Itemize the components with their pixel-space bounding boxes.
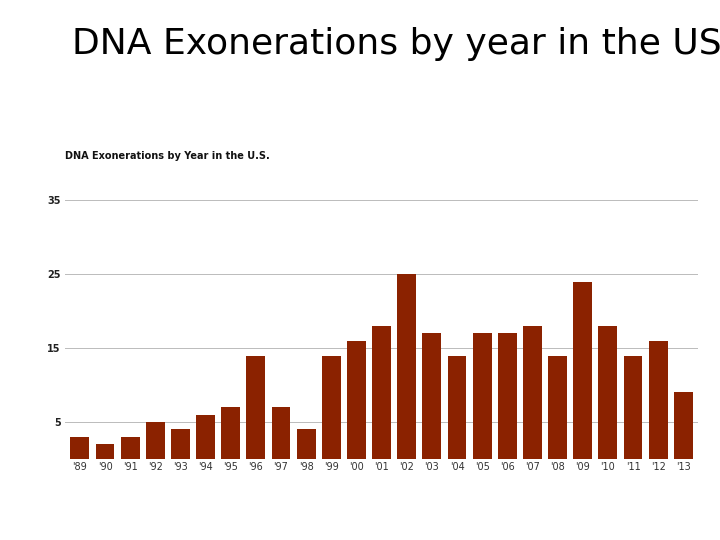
Bar xyxy=(448,355,467,459)
Bar xyxy=(498,333,517,459)
Bar xyxy=(372,326,391,459)
Bar xyxy=(674,393,693,459)
Bar xyxy=(196,415,215,459)
Text: DNA Exonerations by Year in the U.S.: DNA Exonerations by Year in the U.S. xyxy=(65,151,269,161)
Bar xyxy=(649,341,667,459)
Bar xyxy=(297,429,315,459)
Bar xyxy=(96,444,114,459)
Bar xyxy=(221,407,240,459)
Bar xyxy=(523,326,542,459)
Bar xyxy=(271,407,290,459)
Text: DNA Exonerations by year in the US: DNA Exonerations by year in the US xyxy=(72,27,720,61)
Bar xyxy=(423,333,441,459)
Bar xyxy=(548,355,567,459)
Bar xyxy=(71,437,89,459)
Bar xyxy=(246,355,265,459)
Bar xyxy=(146,422,165,459)
Bar xyxy=(347,341,366,459)
Bar xyxy=(322,355,341,459)
Bar xyxy=(624,355,642,459)
Bar xyxy=(171,429,190,459)
Bar xyxy=(397,274,416,459)
Bar xyxy=(598,326,617,459)
Bar xyxy=(121,437,140,459)
Bar xyxy=(573,282,592,459)
Bar xyxy=(473,333,492,459)
